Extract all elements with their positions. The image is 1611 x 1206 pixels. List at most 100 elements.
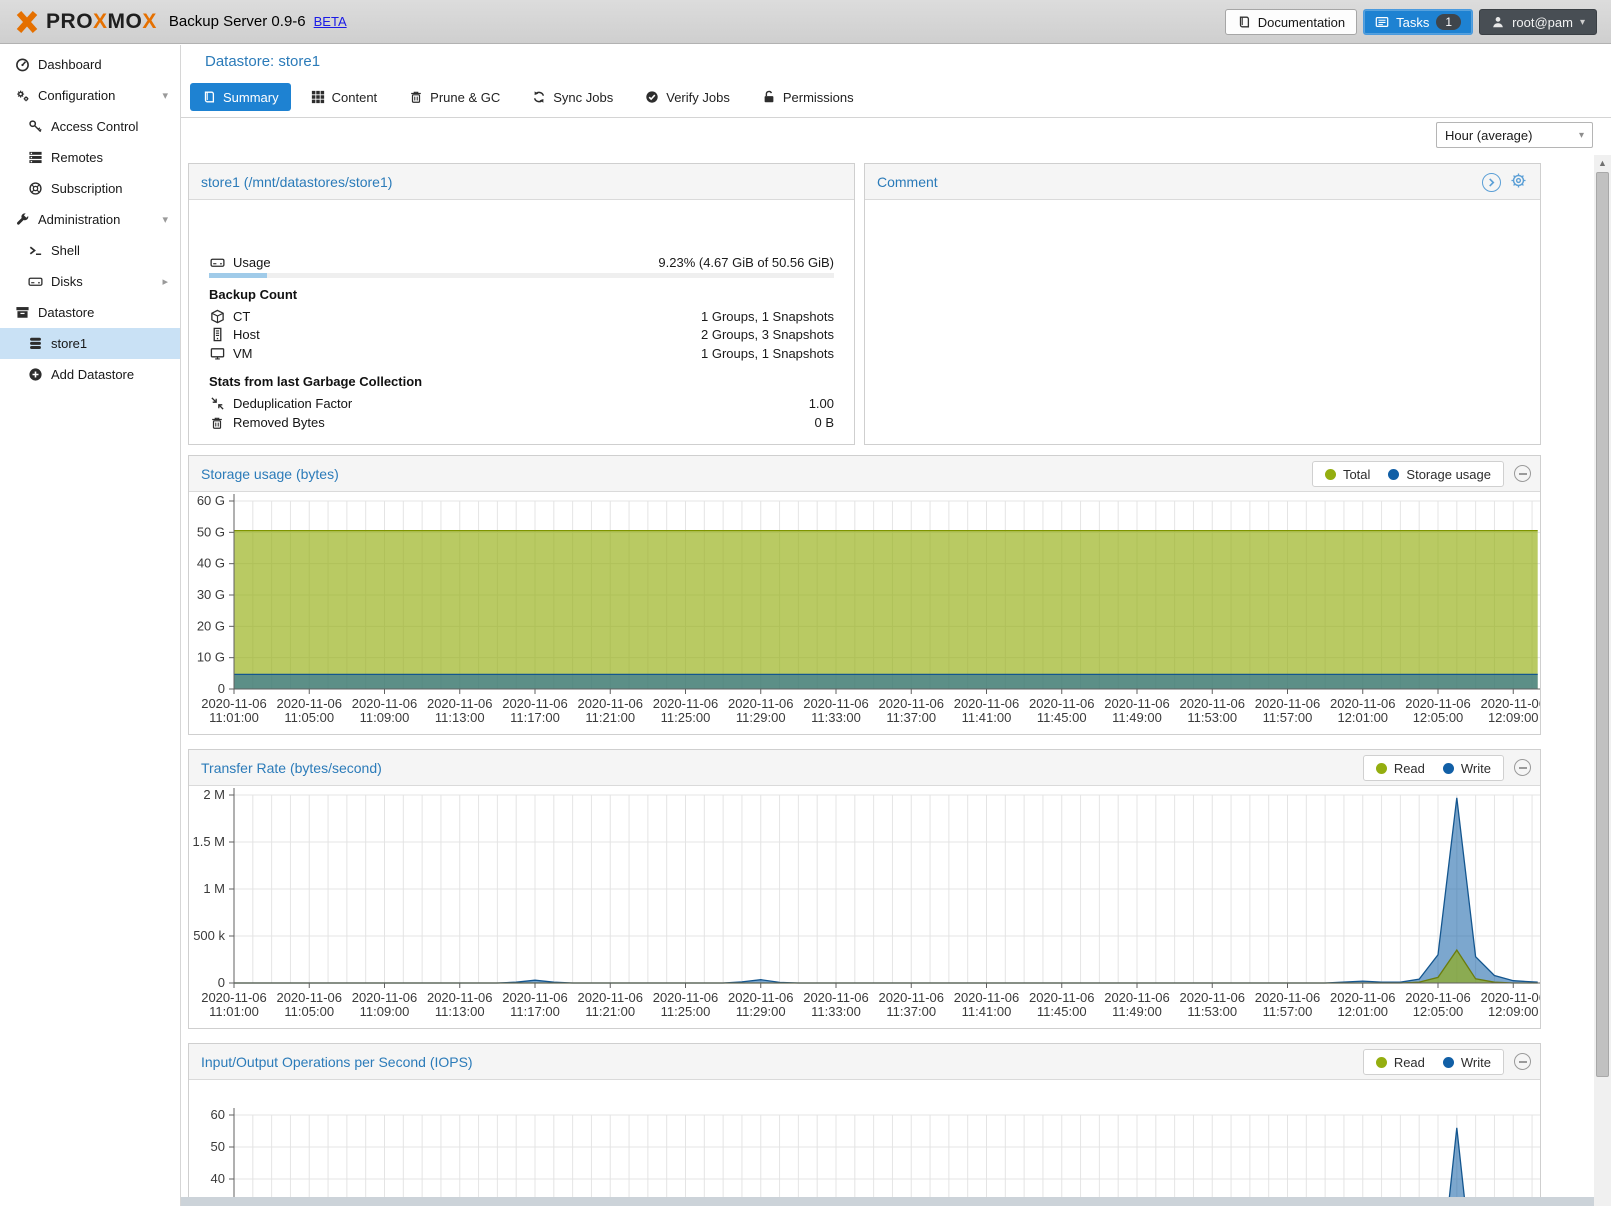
svg-text:40 G: 40 G — [197, 556, 225, 571]
hdd-icon — [209, 255, 225, 270]
sidebar-item-disks[interactable]: Disks ▸ — [0, 266, 180, 297]
svg-text:2020-11-06: 2020-11-06 — [276, 696, 342, 711]
legend-dot — [1388, 468, 1400, 480]
lifebuoy-icon — [27, 181, 43, 196]
usage-progress-fill — [209, 273, 267, 278]
proxmox-logo: PROXMOX — [14, 9, 157, 35]
chart-title: Transfer Rate (bytes/second) — [201, 759, 382, 776]
svg-text:11:57:00: 11:57:00 — [1263, 710, 1313, 725]
chart-title: Input/Output Operations per Second (IOPS… — [201, 1053, 473, 1070]
horizontal-scrollbar[interactable] — [181, 1197, 1594, 1206]
sidebar-item-administration[interactable]: Administration ▾ — [0, 204, 180, 235]
sidebar-item-datastore[interactable]: Datastore — [0, 297, 180, 328]
sidebar-item-configuration[interactable]: Configuration ▾ — [0, 80, 180, 111]
backup-count-heading: Backup Count — [209, 287, 298, 302]
svg-text:11:29:00: 11:29:00 — [736, 1004, 786, 1019]
svg-text:2020-11-06: 2020-11-06 — [1330, 696, 1396, 711]
svg-text:2020-11-06: 2020-11-06 — [201, 696, 267, 711]
svg-text:2020-11-06: 2020-11-06 — [352, 696, 418, 711]
svg-text:2020-11-06: 2020-11-06 — [1480, 696, 1540, 711]
hdd-icon — [27, 274, 43, 289]
submit-comment-icon[interactable] — [1482, 172, 1501, 192]
legend-total[interactable]: Total — [1324, 467, 1370, 482]
legend-storage-usage[interactable]: Storage usage — [1388, 467, 1491, 482]
svg-text:2020-11-06: 2020-11-06 — [1029, 696, 1095, 711]
svg-text:2020-11-06: 2020-11-06 — [1104, 696, 1170, 711]
vertical-scrollbar[interactable]: ▲ — [1594, 155, 1611, 1206]
svg-text:11:25:00: 11:25:00 — [661, 1004, 711, 1019]
svg-text:50 G: 50 G — [197, 524, 225, 539]
time-range-select[interactable]: Hour (average) ▾ — [1436, 122, 1593, 148]
legend-read[interactable]: Read — [1375, 761, 1425, 776]
tab-bar: Summary Content Prune & GC Sync Jobs Ver… — [190, 83, 866, 111]
collapse-chart-icon[interactable] — [1514, 759, 1531, 776]
book-icon — [1239, 16, 1249, 28]
tab-sync-jobs[interactable]: Sync Jobs — [520, 83, 625, 111]
legend-write[interactable]: Write — [1442, 1055, 1491, 1070]
brand-wordmark: PROXMOX — [46, 9, 157, 33]
gear-icon[interactable] — [1509, 171, 1528, 193]
svg-text:40: 40 — [211, 1171, 225, 1186]
svg-text:11:45:00: 11:45:00 — [1037, 710, 1087, 725]
tab-content[interactable]: Content — [299, 83, 390, 111]
legend-read[interactable]: Read — [1375, 1055, 1425, 1070]
svg-text:2020-11-06: 2020-11-06 — [1330, 990, 1396, 1005]
tab-permissions[interactable]: Permissions — [750, 83, 866, 111]
svg-text:11:41:00: 11:41:00 — [962, 710, 1012, 725]
scroll-up-arrow[interactable]: ▲ — [1598, 158, 1607, 168]
svg-text:2020-11-06: 2020-11-06 — [427, 990, 493, 1005]
sidebar-item-remotes[interactable]: Remotes — [0, 142, 180, 173]
database-icon — [27, 336, 43, 351]
usage-value: 9.23% (4.67 GiB of 50.56 GiB) — [658, 255, 834, 270]
sidebar: Dashboard Configuration ▾ Access Control… — [0, 45, 181, 1206]
svg-text:11:49:00: 11:49:00 — [1112, 1004, 1162, 1019]
legend-dot — [1324, 468, 1336, 480]
sidebar-item-subscription[interactable]: Subscription — [0, 173, 180, 204]
tab-verify-jobs[interactable]: Verify Jobs — [633, 83, 742, 111]
wrench-icon — [14, 212, 30, 227]
beta-link[interactable]: BETA — [313, 14, 347, 29]
product-version: Backup Server 0.9-6 — [168, 13, 306, 30]
chevron-down-icon: ▾ — [1578, 129, 1584, 141]
svg-text:1.5 M: 1.5 M — [192, 834, 225, 849]
svg-text:2020-11-06: 2020-11-06 — [803, 990, 869, 1005]
tasks-button[interactable]: Tasks 1 — [1363, 9, 1474, 35]
svg-text:11:05:00: 11:05:00 — [284, 1004, 334, 1019]
sidebar-item-store1[interactable]: store1 — [0, 328, 180, 359]
host-row: Host 2 Groups, 3 Snapshots — [209, 327, 834, 342]
svg-text:11:17:00: 11:17:00 — [510, 710, 560, 725]
svg-text:2020-11-06: 2020-11-06 — [577, 696, 643, 711]
plus-circle-icon — [27, 367, 43, 382]
user-menu-button[interactable]: root@pam ▾ — [1479, 9, 1597, 35]
legend-dot — [1442, 1056, 1454, 1068]
documentation-button[interactable]: Documentation — [1224, 9, 1358, 35]
sidebar-item-shell[interactable]: Shell — [0, 235, 180, 266]
svg-text:11:01:00: 11:01:00 — [209, 710, 259, 725]
sidebar-item-access-control[interactable]: Access Control — [0, 111, 180, 142]
svg-text:20 G: 20 G — [197, 618, 225, 633]
svg-text:11:37:00: 11:37:00 — [886, 710, 936, 725]
sidebar-item-add-datastore[interactable]: Add Datastore — [0, 359, 180, 390]
removed-bytes-row: Removed Bytes 0 B — [209, 415, 834, 430]
vm-row: VM 1 Groups, 1 Snapshots — [209, 346, 834, 361]
svg-text:12:01:00: 12:01:00 — [1337, 1004, 1388, 1019]
svg-text:1 M: 1 M — [203, 881, 225, 896]
comment-body[interactable] — [865, 200, 1540, 445]
svg-text:12:01:00: 12:01:00 — [1337, 710, 1388, 725]
monitor-icon — [209, 346, 225, 361]
page-title: Datastore: store1 — [205, 53, 321, 70]
svg-text:11:53:00: 11:53:00 — [1187, 1004, 1237, 1019]
collapse-chart-icon[interactable] — [1514, 1053, 1531, 1070]
svg-text:2020-11-06: 2020-11-06 — [728, 696, 794, 711]
trash-icon — [209, 416, 225, 430]
tab-prune-gc[interactable]: Prune & GC — [397, 83, 512, 111]
svg-text:2020-11-06: 2020-11-06 — [653, 990, 719, 1005]
sidebar-item-dashboard[interactable]: Dashboard — [0, 49, 180, 80]
scrollbar-thumb[interactable] — [1596, 172, 1609, 1077]
svg-text:2020-11-06: 2020-11-06 — [1179, 990, 1245, 1005]
legend-write[interactable]: Write — [1442, 761, 1491, 776]
collapse-chart-icon[interactable] — [1514, 465, 1531, 482]
tab-summary[interactable]: Summary — [190, 83, 291, 111]
svg-text:2020-11-06: 2020-11-06 — [954, 696, 1020, 711]
svg-text:2020-11-06: 2020-11-06 — [878, 990, 944, 1005]
